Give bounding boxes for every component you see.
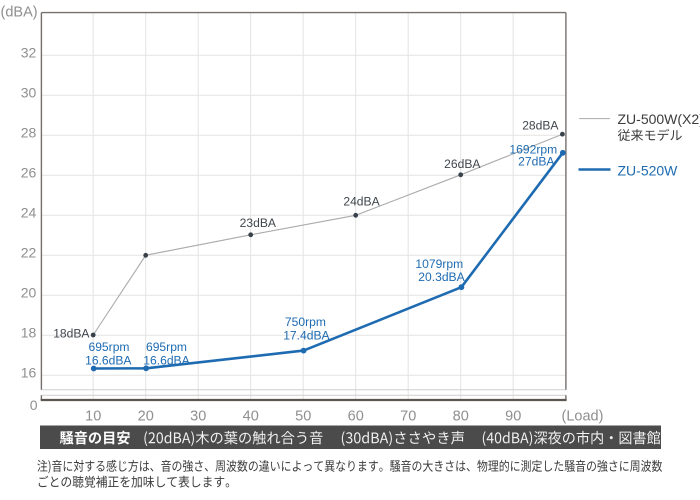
svg-text:26: 26 — [21, 164, 37, 180]
svg-text:24: 24 — [21, 204, 37, 220]
svg-text:22: 22 — [21, 244, 37, 260]
svg-text:40: 40 — [243, 409, 259, 425]
svg-text:17.4dBA: 17.4dBA — [283, 329, 330, 343]
svg-text:60: 60 — [348, 409, 364, 425]
svg-text:(Load): (Load) — [562, 409, 604, 425]
svg-text:10: 10 — [85, 409, 101, 425]
svg-text:1692rpm: 1692rpm — [509, 143, 557, 157]
svg-text:ZU-500W(X2): ZU-500W(X2) — [618, 111, 700, 127]
svg-text:18dBA: 18dBA — [53, 326, 90, 340]
svg-text:1079rpm: 1079rpm — [415, 257, 463, 271]
svg-text:16: 16 — [21, 364, 37, 380]
svg-text:18: 18 — [21, 324, 37, 340]
svg-text:50: 50 — [295, 409, 311, 425]
svg-text:28dBA: 28dBA — [522, 119, 559, 133]
svg-text:20: 20 — [21, 284, 37, 300]
svg-text:30: 30 — [190, 409, 206, 425]
svg-text:26dBA: 26dBA — [444, 157, 481, 171]
svg-text:750rpm: 750rpm — [285, 315, 326, 329]
svg-text:20: 20 — [138, 409, 154, 425]
svg-text:23dBA: 23dBA — [240, 216, 277, 230]
svg-text:695rpm: 695rpm — [88, 340, 129, 354]
svg-text:(dBA): (dBA) — [1, 5, 38, 21]
svg-text:80: 80 — [453, 409, 469, 425]
svg-text:16.6dBA: 16.6dBA — [85, 353, 132, 367]
svg-text:30: 30 — [21, 84, 37, 100]
svg-text:24dBA: 24dBA — [343, 195, 380, 209]
svg-text:695rpm: 695rpm — [146, 340, 187, 354]
svg-text:27dBA: 27dBA — [518, 155, 555, 169]
svg-text:32: 32 — [21, 44, 37, 60]
svg-text:28: 28 — [21, 124, 37, 140]
svg-text:16.6dBA: 16.6dBA — [143, 353, 190, 367]
svg-text:90: 90 — [505, 409, 521, 425]
svg-text:70: 70 — [400, 409, 416, 425]
svg-text:0: 0 — [30, 397, 38, 413]
svg-text:ZU-520W: ZU-520W — [618, 163, 679, 179]
svg-text:20.3dBA: 20.3dBA — [418, 270, 465, 284]
